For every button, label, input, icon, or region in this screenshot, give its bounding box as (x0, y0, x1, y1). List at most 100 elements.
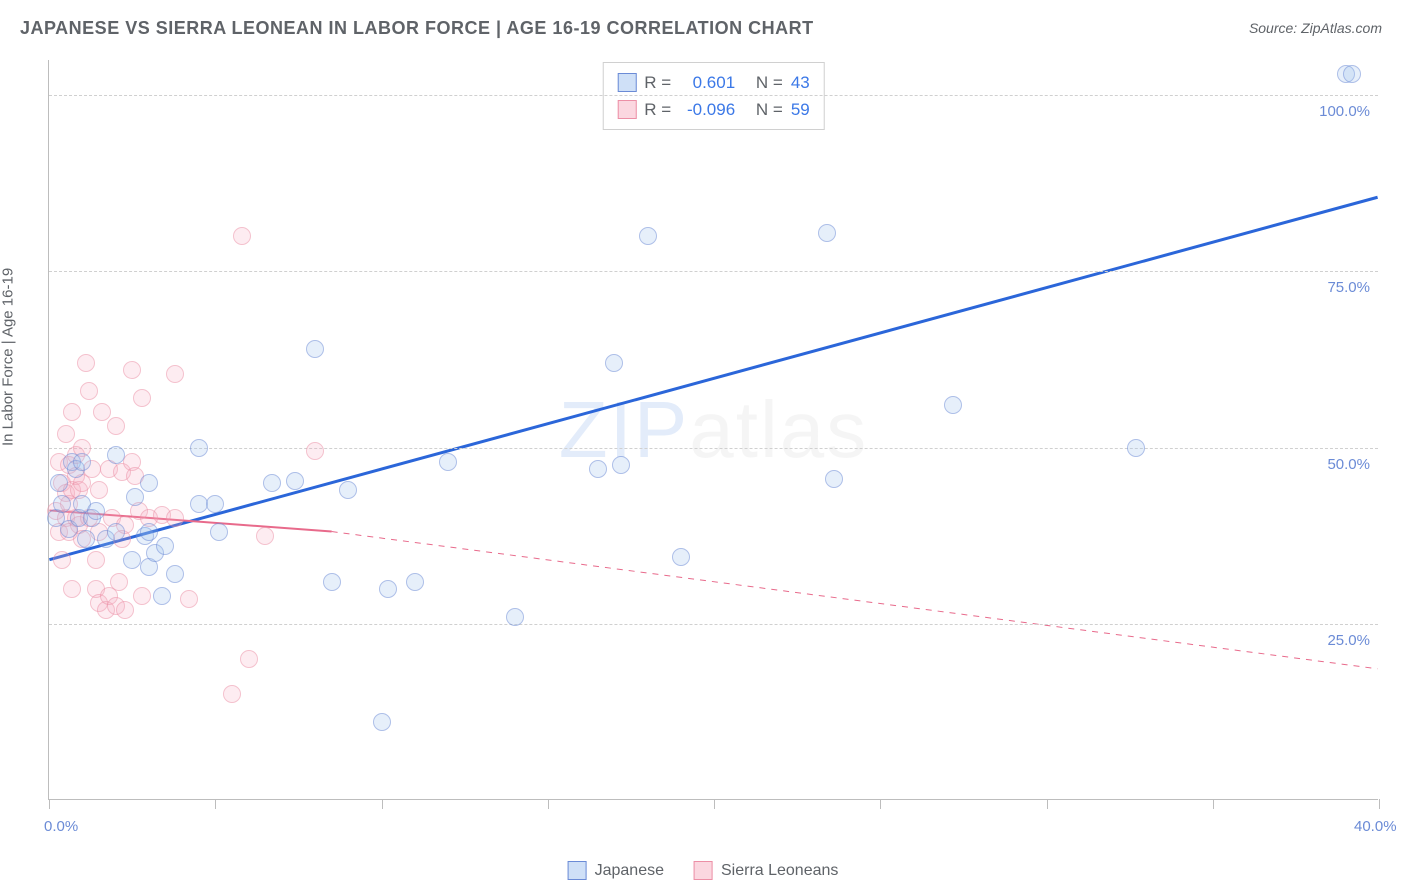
legend-row-japanese: R = 0.601 N = 43 (617, 69, 810, 96)
data-point-japanese (672, 548, 690, 566)
data-point-japanese (339, 481, 357, 499)
data-point-japanese (107, 446, 125, 464)
data-point-sierra (107, 417, 125, 435)
x-tick (382, 799, 383, 809)
data-point-japanese (190, 439, 208, 457)
chart-source: Source: ZipAtlas.com (1249, 20, 1382, 36)
data-point-sierra (256, 527, 274, 545)
data-point-japanese (506, 608, 524, 626)
y-tick-label: 75.0% (1300, 279, 1370, 296)
data-point-japanese (156, 537, 174, 555)
trend-line (332, 532, 1378, 669)
n-label: N = (756, 69, 783, 96)
chart-title: JAPANESE VS SIERRA LEONEAN IN LABOR FORC… (20, 18, 814, 39)
data-point-japanese (406, 573, 424, 591)
x-tick (1047, 799, 1048, 809)
data-point-sierra (93, 403, 111, 421)
data-point-sierra (133, 389, 151, 407)
swatch-japanese (617, 73, 636, 92)
x-tick (1213, 799, 1214, 809)
x-tick (714, 799, 715, 809)
data-point-japanese (210, 523, 228, 541)
data-point-sierra (63, 403, 81, 421)
data-point-sierra (166, 509, 184, 527)
data-point-japanese (944, 396, 962, 414)
data-point-sierra (63, 580, 81, 598)
data-point-japanese (286, 472, 304, 490)
data-point-japanese (639, 227, 657, 245)
data-point-japanese (126, 488, 144, 506)
data-point-japanese (306, 340, 324, 358)
gridline (49, 271, 1378, 272)
data-point-japanese (107, 523, 125, 541)
data-point-sierra (116, 601, 134, 619)
data-point-sierra (87, 551, 105, 569)
gridline (49, 95, 1378, 96)
data-point-japanese (379, 580, 397, 598)
data-point-sierra (223, 685, 241, 703)
n-value-sierra: 59 (791, 96, 810, 123)
swatch-icon (568, 861, 587, 880)
y-tick-label: 50.0% (1300, 456, 1370, 473)
data-point-sierra (110, 573, 128, 591)
data-point-sierra (80, 382, 98, 400)
legend-row-sierra: R = -0.096 N = 59 (617, 96, 810, 123)
data-point-sierra (90, 481, 108, 499)
n-value-japanese: 43 (791, 69, 810, 96)
data-point-sierra (57, 425, 75, 443)
data-point-japanese (77, 530, 95, 548)
data-point-japanese (818, 224, 836, 242)
x-tick (1379, 799, 1380, 809)
data-point-sierra (77, 354, 95, 372)
x-tick (880, 799, 881, 809)
data-point-sierra (53, 551, 71, 569)
legend-item-japanese: Japanese (568, 861, 664, 880)
data-point-japanese (825, 470, 843, 488)
data-point-japanese (153, 587, 171, 605)
x-tick (548, 799, 549, 809)
trend-line (49, 197, 1377, 559)
data-point-japanese (263, 474, 281, 492)
swatch-sierra (617, 100, 636, 119)
gridline (49, 448, 1378, 449)
r-label: R = (644, 69, 671, 96)
x-tick (215, 799, 216, 809)
data-point-japanese (73, 453, 91, 471)
data-point-japanese (53, 495, 71, 513)
plot-area: ZIPatlas R = 0.601 N = 43 R = -0.096 N =… (48, 60, 1378, 800)
series-label-japanese: Japanese (595, 862, 664, 880)
series-label-sierra: Sierra Leoneans (721, 862, 838, 880)
y-tick-label: 25.0% (1300, 632, 1370, 649)
data-point-japanese (87, 502, 105, 520)
data-point-japanese (605, 354, 623, 372)
x-tick-label: 0.0% (44, 818, 78, 835)
swatch-icon (694, 861, 713, 880)
x-tick-label: 40.0% (1354, 818, 1397, 835)
chart-container: JAPANESE VS SIERRA LEONEAN IN LABOR FORC… (0, 0, 1406, 892)
data-point-sierra (240, 650, 258, 668)
data-point-japanese (140, 474, 158, 492)
gridline (49, 624, 1378, 625)
data-point-sierra (180, 590, 198, 608)
data-point-japanese (373, 713, 391, 731)
data-point-japanese (50, 474, 68, 492)
y-tick-label: 100.0% (1300, 103, 1370, 120)
data-point-japanese (166, 565, 184, 583)
trend-lines (49, 60, 1378, 799)
legend-item-sierra: Sierra Leoneans (694, 861, 838, 880)
r-value-sierra: -0.096 (679, 96, 735, 123)
data-point-japanese (123, 551, 141, 569)
r-label-2: R = (644, 96, 671, 123)
legend-series: Japanese Sierra Leoneans (568, 861, 839, 880)
data-point-japanese (206, 495, 224, 513)
data-point-sierra (166, 365, 184, 383)
data-point-japanese (589, 460, 607, 478)
data-point-japanese (323, 573, 341, 591)
data-point-sierra (123, 361, 141, 379)
y-axis-title: In Labor Force | Age 16-19 (0, 268, 17, 446)
n-label-2: N = (756, 96, 783, 123)
data-point-japanese (439, 453, 457, 471)
data-point-japanese (612, 456, 630, 474)
r-value-japanese: 0.601 (679, 69, 735, 96)
watermark-suffix: atlas (689, 385, 868, 474)
